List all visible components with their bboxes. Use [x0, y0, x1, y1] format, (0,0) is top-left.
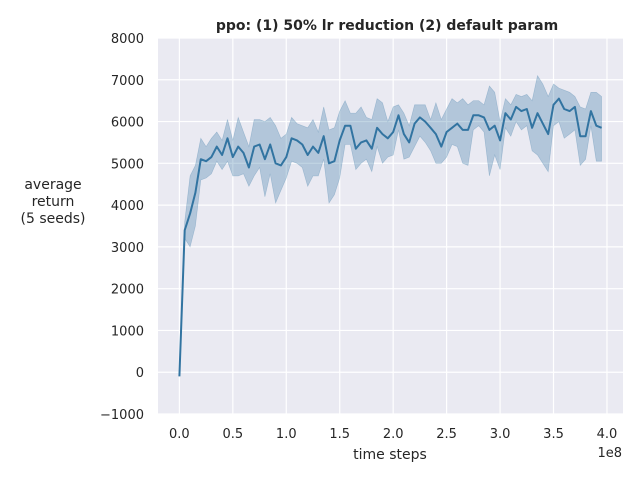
x-tick-labels: 0.0 0.5 1.0 1.5 2.0 2.5 3.0 3.5 4.0 [169, 427, 617, 442]
x-axis-label: time steps [353, 447, 427, 463]
y-tick-label: 4000 [111, 199, 144, 214]
x-tick-label: 0.0 [169, 427, 190, 442]
y-axis-label-line-1: average [24, 177, 81, 193]
x-tick-label: 4.0 [597, 427, 618, 442]
x-tick-label: 1.5 [329, 427, 350, 442]
x-tick-label: 3.5 [543, 427, 564, 442]
y-axis-label-line-3: (5 seeds) [21, 211, 86, 227]
y-tick-label: 0 [136, 366, 144, 381]
x-tick-label: 2.0 [383, 427, 404, 442]
y-tick-label: −1000 [100, 408, 144, 423]
x-tick-label: 2.5 [436, 427, 457, 442]
x-tick-label: 1.0 [276, 427, 297, 442]
mean-return-line [178, 97, 602, 377]
grid-lines [158, 37, 623, 415]
y-tick-labels: −1000 0 1000 2000 3000 4000 5000 6000 7000 8000 [100, 32, 144, 423]
y-axis-label-line-2: return [32, 194, 75, 210]
y-tick-label: 1000 [111, 324, 144, 339]
x-offset-label: 1e8 [597, 446, 622, 461]
y-tick-label: 7000 [111, 74, 144, 89]
y-tick-label: 3000 [111, 241, 144, 256]
y-tick-label: 8000 [111, 32, 144, 47]
y-tick-label: 6000 [111, 116, 144, 131]
x-tick-label: 0.5 [222, 427, 243, 442]
chart-title: ppo: (1) 50% lr reduction (2) default pa… [216, 18, 558, 34]
y-tick-label: 2000 [111, 283, 144, 298]
plot-background [158, 38, 623, 414]
confidence-band [179, 74, 602, 377]
y-tick-label: 5000 [111, 157, 144, 172]
x-tick-label: 3.0 [490, 427, 511, 442]
